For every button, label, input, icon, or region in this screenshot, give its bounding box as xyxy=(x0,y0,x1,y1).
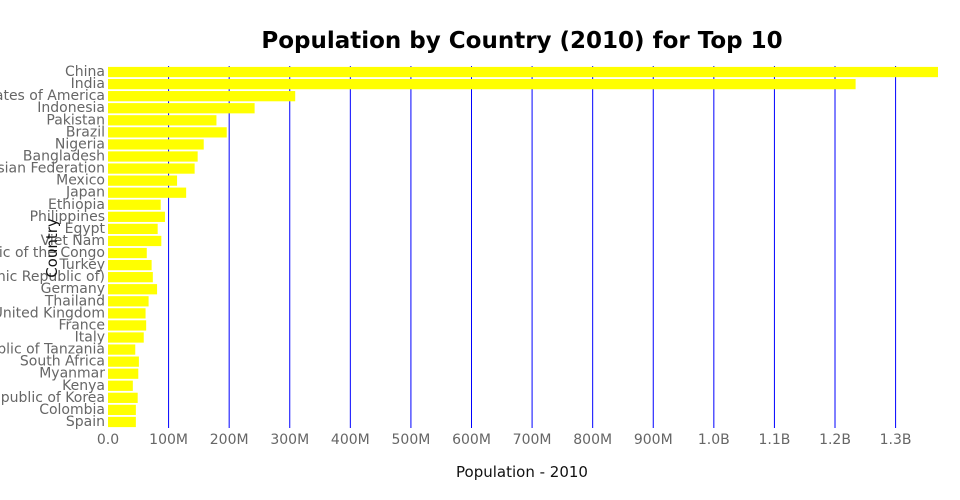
bar xyxy=(108,332,144,343)
bar xyxy=(108,66,938,78)
y-tick-label: Republic of Korea xyxy=(0,390,105,406)
bar xyxy=(108,416,136,428)
y-tick-label: Brazil xyxy=(66,124,105,140)
y-tick-label: Russian Federation xyxy=(0,161,105,177)
x-tick-label: 500M xyxy=(392,432,431,448)
y-tick-label: Kenya xyxy=(62,378,105,394)
bar xyxy=(108,259,152,271)
x-axis-title: Population - 2010 xyxy=(456,463,588,481)
bar xyxy=(108,151,198,162)
y-tick-label: Turkey xyxy=(58,257,105,273)
x-tick-labels: 0.0 100M 200M 300M 400M 500M 600M 700M 800M 900M 1… xyxy=(97,432,912,448)
bar xyxy=(108,272,153,283)
bar xyxy=(108,320,147,331)
bar xyxy=(108,284,158,295)
bars xyxy=(108,66,938,428)
bar xyxy=(108,91,296,102)
y-axis-title: Country xyxy=(43,218,61,278)
bar xyxy=(108,247,147,259)
chart-title: Population by Country (2010) for Top 10 xyxy=(261,28,782,54)
y-tick-labels: ChinaIndiaUnited States of AmericaIndone… xyxy=(0,64,105,430)
y-tick-label: France xyxy=(58,317,105,333)
bar xyxy=(108,296,149,307)
y-tick-label: Philippines xyxy=(30,209,105,225)
x-tick-label: 800M xyxy=(573,432,612,448)
y-tick-label: Nigeria xyxy=(55,136,105,152)
y-tick-label: Germany xyxy=(41,281,105,297)
bar xyxy=(108,187,187,198)
y-tick-label: Ethiopia xyxy=(48,197,105,213)
y-tick-label: Indonesia xyxy=(37,100,105,116)
x-tick-label: 0.0 xyxy=(97,432,119,448)
y-tick-label: Viet Nam xyxy=(41,233,105,249)
y-tick-label: Thailand xyxy=(44,293,105,309)
y-tick-label: Bangladesh xyxy=(23,149,105,165)
bar xyxy=(108,223,158,235)
bar xyxy=(108,404,136,416)
y-tick-label: Democratic Republic of the Congo xyxy=(0,245,105,261)
bar xyxy=(108,127,227,138)
bar xyxy=(108,199,161,210)
bar xyxy=(108,163,195,174)
y-tick-label: Mexico xyxy=(56,173,105,189)
y-tick-label: United Kingdom xyxy=(0,305,105,321)
y-tick-label: Pakistan xyxy=(46,112,105,128)
y-tick-label: Japan xyxy=(65,185,105,201)
y-tick-label: Myanmar xyxy=(39,366,105,382)
y-tick-label: Colombia xyxy=(39,402,105,418)
y-tick-label: Spain xyxy=(66,414,105,430)
y-tick-label: United States of America xyxy=(0,88,105,104)
y-tick-label: Italy xyxy=(75,330,105,346)
x-tick-label: 200M xyxy=(210,432,249,448)
bar xyxy=(108,211,165,222)
x-tick-label: 100M xyxy=(149,432,188,448)
bar xyxy=(108,392,138,403)
bar xyxy=(108,368,139,379)
y-tick-label: China xyxy=(65,64,105,80)
bar xyxy=(108,103,255,114)
x-tick-label: 1.0B xyxy=(698,432,730,448)
x-tick-label: 400M xyxy=(331,432,370,448)
y-tick-label: South Africa xyxy=(20,354,105,370)
x-tick-label: 700M xyxy=(513,432,552,448)
x-tick-label: 1.2B xyxy=(819,432,851,448)
bar xyxy=(108,308,146,319)
bar xyxy=(108,78,856,90)
y-tick-label: Egypt xyxy=(65,221,106,237)
y-tick-label: United Republic of Tanzania xyxy=(0,342,105,358)
gridlines xyxy=(168,66,897,428)
y-tick-label: India xyxy=(71,76,105,92)
x-tick-label: 300M xyxy=(270,432,309,448)
bar xyxy=(108,139,204,150)
y-tick-label: Iran (Islamic Republic of) xyxy=(0,269,105,285)
bar xyxy=(108,235,162,247)
bar xyxy=(108,175,178,186)
x-tick-label: 600M xyxy=(452,432,491,448)
x-tick-label: 1.3B xyxy=(880,432,912,448)
x-tick-label: 1.1B xyxy=(758,432,790,448)
bar xyxy=(108,380,133,391)
bar xyxy=(108,115,217,126)
bar xyxy=(108,356,139,367)
x-tick-label: 900M xyxy=(634,432,673,448)
bar xyxy=(108,344,136,355)
